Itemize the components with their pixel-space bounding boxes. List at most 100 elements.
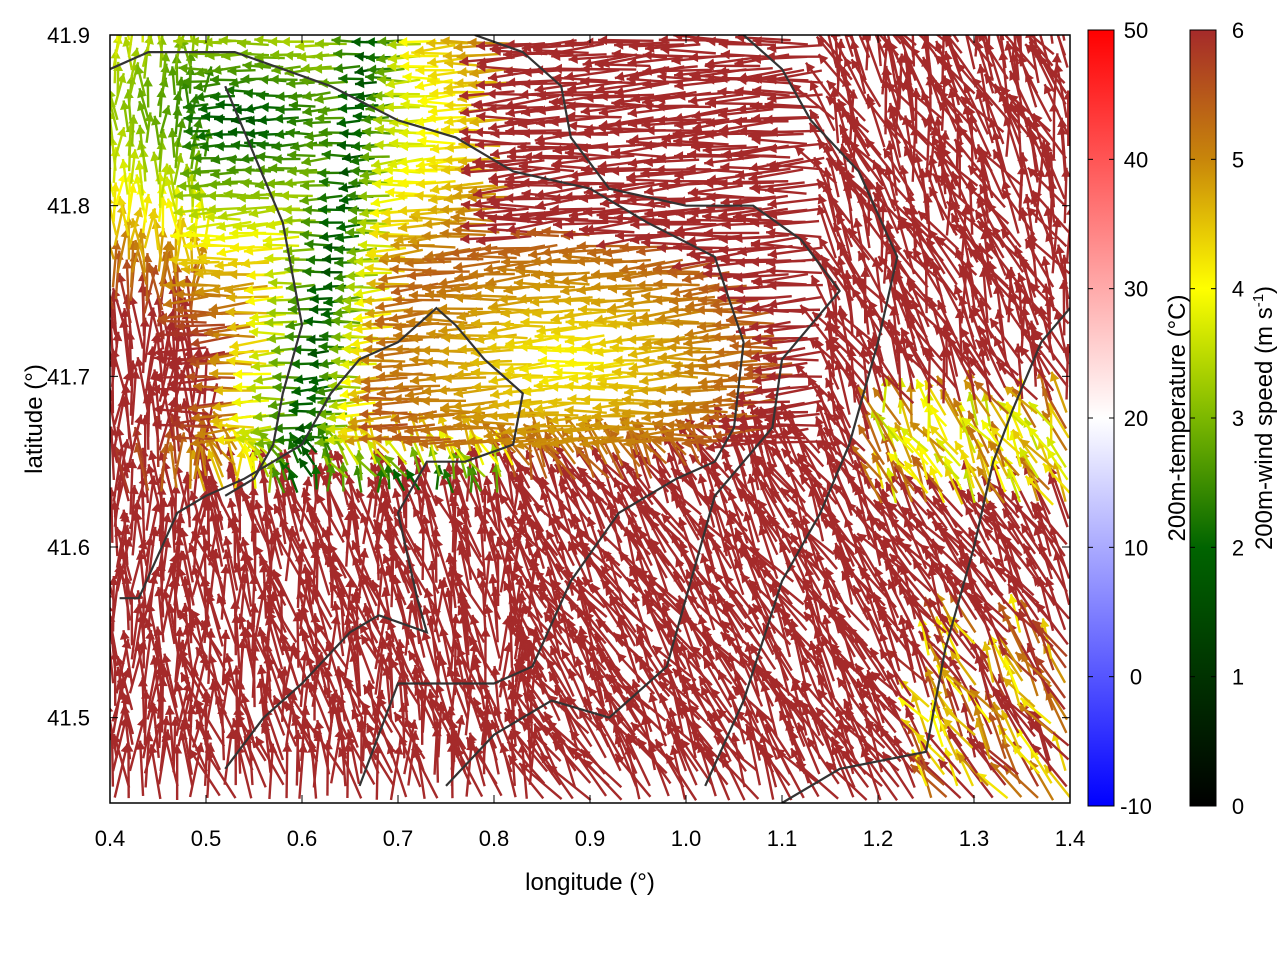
wind-arrow bbox=[1019, 438, 1054, 469]
wind-arrow bbox=[525, 625, 563, 671]
wind-arrow bbox=[685, 569, 713, 620]
wind-arrow bbox=[220, 629, 231, 686]
wind-vector-field bbox=[110, 35, 1070, 801]
wind-arrow bbox=[278, 459, 299, 479]
wind-arrow bbox=[466, 466, 482, 492]
wind-arrow bbox=[882, 535, 917, 582]
wind-arrow bbox=[1045, 436, 1067, 469]
wind-arrow bbox=[770, 446, 806, 493]
wind-arrow bbox=[457, 544, 485, 596]
wind-arrow bbox=[832, 728, 867, 776]
wind-arrow bbox=[1020, 523, 1054, 571]
y-tick-label: 41.9 bbox=[47, 23, 90, 48]
colorbar-tick-label: 4 bbox=[1232, 277, 1244, 302]
wind-arrow bbox=[365, 722, 394, 774]
wind-arrow bbox=[944, 688, 964, 737]
wind-arrow bbox=[577, 632, 621, 672]
wind-arrow bbox=[820, 636, 851, 686]
wind-arrow bbox=[558, 483, 595, 529]
wind-arrow bbox=[654, 738, 685, 788]
wind-arrow bbox=[1011, 490, 1036, 543]
wind-arrow bbox=[680, 738, 714, 786]
wind-arrow bbox=[499, 493, 533, 542]
wind-speed-title-sup: -1 bbox=[1250, 294, 1267, 307]
wind-arrow bbox=[946, 729, 979, 774]
wind-arrow bbox=[871, 452, 899, 494]
wind-arrow bbox=[465, 736, 498, 785]
wind-arrow bbox=[392, 468, 406, 492]
colorbar-tick-label: 10 bbox=[1124, 535, 1148, 560]
y-tick-label: 41.6 bbox=[47, 535, 90, 560]
wind-speed-title-main: 200m-wind speed (m s bbox=[1251, 307, 1278, 550]
wind-arrow bbox=[389, 745, 404, 801]
wind-arrow bbox=[923, 549, 960, 595]
colorbar-tick-label: 0 bbox=[1130, 665, 1142, 690]
y-axis-title: latitude (°) bbox=[21, 364, 48, 474]
x-tick-label: 0.5 bbox=[191, 826, 222, 851]
wind-arrow bbox=[179, 671, 209, 722]
wind-arrow bbox=[428, 696, 457, 747]
wind-arrow bbox=[455, 465, 483, 516]
wind-speed-title-end: ) bbox=[1251, 286, 1278, 294]
wind-arrow bbox=[954, 440, 977, 477]
x-tick-label: 0.9 bbox=[575, 826, 606, 851]
wind-arrow bbox=[437, 579, 456, 634]
y-tick-label: 41.8 bbox=[47, 194, 90, 219]
wind-arrow bbox=[545, 529, 575, 580]
wind-arrow bbox=[952, 576, 989, 622]
wind-arrow bbox=[222, 535, 239, 591]
wind-arrow bbox=[350, 593, 379, 644]
wind-arrow bbox=[315, 622, 349, 670]
wind-arrow bbox=[420, 462, 431, 519]
wind-arrow bbox=[731, 533, 776, 571]
wind-arrow bbox=[178, 527, 194, 583]
wind-arrow bbox=[722, 461, 761, 505]
colorbar-tick-label: 3 bbox=[1232, 406, 1244, 431]
wind-arrow bbox=[931, 520, 977, 558]
wind-arrow bbox=[253, 499, 271, 555]
wind-arrow bbox=[744, 723, 775, 774]
y-tick-label: 41.7 bbox=[47, 364, 90, 389]
wind-arrow bbox=[135, 740, 146, 797]
wind-arrow bbox=[756, 499, 793, 546]
wind-arrow bbox=[488, 574, 499, 630]
wind-arrow bbox=[852, 584, 882, 635]
wind-arrow bbox=[700, 685, 729, 736]
wind-arrow bbox=[292, 612, 303, 668]
wind-arrow bbox=[165, 705, 176, 762]
wind-arrow bbox=[815, 644, 835, 698]
x-tick-label: 1.3 bbox=[959, 826, 990, 851]
wind-arrow bbox=[714, 650, 746, 699]
y-tick-label: 41.5 bbox=[47, 706, 90, 731]
wind-arrow bbox=[705, 563, 744, 608]
wind-arrow bbox=[345, 578, 356, 634]
wind-arrow bbox=[421, 605, 441, 660]
wind-arrow bbox=[514, 482, 545, 533]
wind-arrow bbox=[304, 567, 333, 618]
wind-arrow bbox=[483, 551, 494, 607]
wind-arrow bbox=[679, 641, 700, 696]
x-tick-label: 1.0 bbox=[671, 826, 702, 851]
wind-arrow bbox=[119, 629, 134, 686]
colorbar-tick-label: 1 bbox=[1232, 665, 1244, 690]
wind-arrow bbox=[405, 469, 421, 491]
x-tick-label: 0.6 bbox=[287, 826, 318, 851]
wind-arrow bbox=[548, 671, 580, 720]
wind-arrow bbox=[261, 632, 285, 685]
wind-arrow bbox=[699, 553, 718, 608]
wind-arrow bbox=[447, 449, 458, 480]
wind-arrow bbox=[620, 481, 655, 529]
wind-arrow bbox=[918, 445, 944, 478]
x-tick-label: 1.1 bbox=[767, 826, 798, 851]
wind-arrow bbox=[648, 692, 667, 747]
wind-arrow bbox=[363, 606, 394, 656]
wind-arrow bbox=[836, 677, 871, 724]
temperature-colorbar-title: 200m-temperature (°C) bbox=[1164, 294, 1191, 541]
wind-arrow bbox=[282, 742, 293, 799]
wind-arrow bbox=[543, 611, 577, 660]
wind-arrow bbox=[110, 581, 117, 606]
wind-arrow bbox=[937, 758, 976, 799]
wind-arrow bbox=[374, 614, 389, 670]
wind-arrow bbox=[1001, 738, 1022, 785]
wind-arrow bbox=[815, 552, 839, 605]
